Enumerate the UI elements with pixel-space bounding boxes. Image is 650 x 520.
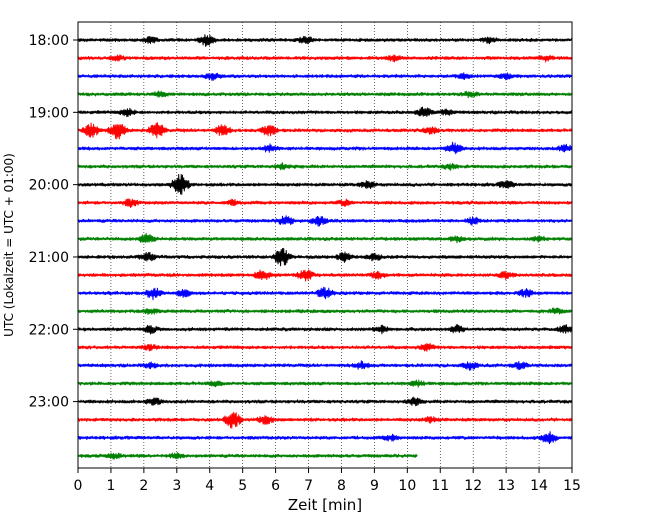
trace-2230: [77, 360, 573, 371]
trace-1830: [77, 72, 573, 81]
trace-2245: [77, 379, 573, 388]
x-tick-label: 1: [106, 478, 115, 494]
x-tick-label: 15: [563, 478, 581, 494]
trace-2115: [77, 269, 573, 282]
trace-1800: [77, 34, 573, 47]
trace-2000: [77, 174, 573, 195]
trace-1845: [77, 90, 573, 99]
trace-2300: [77, 396, 573, 407]
y-axis: 18:00 19:00 20:00 21:00 22:00 23:00: [29, 33, 78, 411]
y-tick-label: 18:00: [29, 33, 69, 49]
trace-2200: [77, 324, 573, 335]
y-axis-label: UTC (Lokalzeit = UTC + 01:00): [2, 153, 16, 337]
x-tick-label: 14: [530, 478, 548, 494]
trace-2145: [77, 307, 573, 315]
x-axis-label: Zeit [min]: [288, 496, 362, 514]
x-tick-label: 11: [431, 478, 449, 494]
x-tick-label: 2: [139, 478, 148, 494]
y-tick-label: 23:00: [29, 395, 69, 411]
plot-frame: [77, 21, 573, 469]
trace-2045: [77, 232, 573, 244]
trace-2330: [77, 431, 573, 445]
x-tick-label: 12: [464, 478, 482, 494]
trace-2315: [77, 411, 573, 429]
trace-2100: [77, 247, 573, 267]
y-tick-label: 20:00: [29, 178, 69, 194]
y-tick-label: 21:00: [29, 250, 69, 266]
x-tick-label: 10: [398, 478, 416, 494]
x-axis: 0 1 2 3 4 5 6 7 8 9 10 11 12 13 14 15: [74, 468, 581, 494]
x-tick-label: 5: [238, 478, 247, 494]
y-tick-label: 22:00: [29, 322, 69, 338]
trace-1815: [77, 54, 573, 63]
trace-1930: [77, 141, 573, 155]
trace-2345: [77, 452, 418, 460]
trace-1915: [77, 122, 573, 140]
x-tick-label: 7: [304, 478, 313, 494]
y-tick-label: 19:00: [29, 105, 69, 121]
x-tick-label: 0: [74, 478, 83, 494]
x-tick-label: 9: [370, 478, 379, 494]
x-tick-label: 6: [271, 478, 280, 494]
x-tick-label: 13: [497, 478, 515, 494]
trace-1945: [77, 162, 573, 171]
grid-lines: [110, 22, 540, 468]
x-tick-label: 3: [172, 478, 181, 494]
x-tick-label: 4: [205, 478, 214, 494]
trace-1900: [77, 106, 573, 118]
trace-2130: [77, 286, 573, 301]
trace-2030: [77, 215, 573, 227]
trace-2215: [77, 343, 573, 352]
x-tick-label: 8: [337, 478, 346, 494]
trace-group: [77, 34, 573, 460]
trace-2015: [77, 198, 573, 208]
